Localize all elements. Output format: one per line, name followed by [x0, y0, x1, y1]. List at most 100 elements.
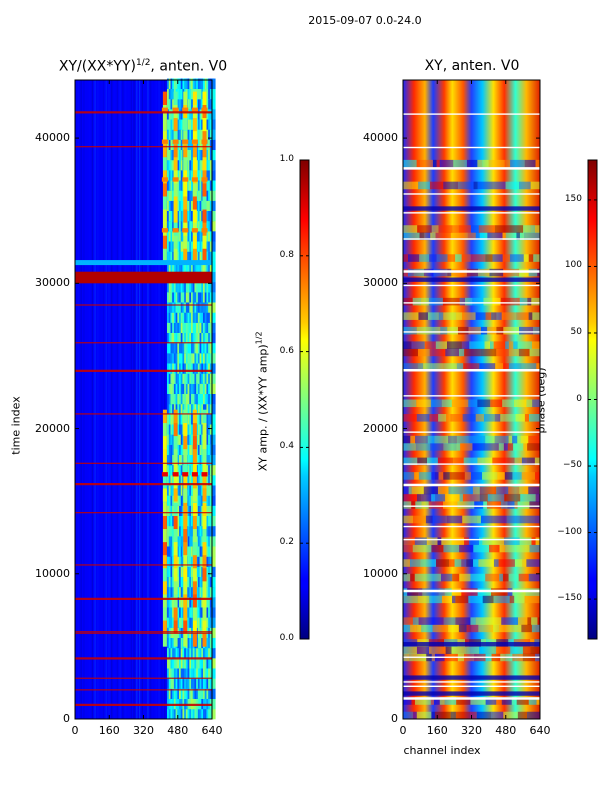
panel2-noise-cell: [535, 624, 540, 633]
panel1-channel-streak: [136, 80, 138, 719]
panel1-bright-column: [183, 541, 188, 556]
panel2-noise-cell: [460, 443, 473, 451]
panel2-noise-cell: [408, 486, 412, 495]
panel2-dark-band: [403, 691, 540, 696]
panel2-noise-cell: [439, 159, 454, 168]
panel2-noise-cell: [512, 472, 522, 480]
panel2-noise-cell: [443, 181, 458, 190]
panel1-red-row: [75, 512, 212, 514]
panel1-bright-column: [202, 235, 207, 249]
panel2-noise-cell: [535, 159, 540, 168]
panel1-cell: [211, 464, 216, 476]
panel2-noise-cell: [527, 617, 532, 625]
panel1-cell: [211, 149, 216, 161]
panel1-cell: [211, 678, 216, 689]
panel2-noise-cell: [471, 624, 479, 633]
colorbar2-tick-label: 50: [570, 326, 582, 337]
panel1-bright-column: [162, 488, 167, 502]
panel1-bright-column: [192, 567, 197, 582]
panel1-bright-column: [202, 156, 207, 171]
panel2-noise-cell: [403, 341, 412, 349]
panel2-noise-cell: [445, 493, 460, 502]
panel1-bright-column: [202, 581, 207, 595]
panel1-bright-column: [173, 541, 178, 556]
panel2-noise-cell: [528, 697, 537, 705]
panel2-noise-cell: [455, 617, 471, 625]
panel2-noise-cell: [529, 493, 536, 502]
panel2-noise-cell: [502, 399, 514, 408]
panel1-bright-column: [202, 515, 207, 530]
panel2-noise-cell: [499, 624, 512, 633]
panel2-noise-cell: [440, 326, 448, 335]
panel1-bright-column: [173, 248, 178, 262]
panel2-noise-cell: [534, 515, 540, 524]
panel1-cell: [211, 200, 216, 212]
panel1-peak: [172, 107, 179, 112]
panel1-red-row: [75, 564, 212, 566]
panel1-bright-column: [162, 130, 167, 145]
panel2-noise-cell: [479, 646, 497, 654]
panel2-noise-cell: [479, 493, 488, 502]
panel2-white-row: [403, 331, 540, 333]
panel2-noise-cell: [513, 399, 527, 408]
panel1-bright-column: [162, 607, 167, 621]
panel2-noise-cell: [462, 312, 476, 320]
panel2-noise-cell: [431, 544, 444, 553]
panel1-peak: [172, 472, 179, 477]
panel2-noise-cell: [403, 486, 409, 495]
panel1-cell: [211, 332, 216, 344]
colorbar2-tick-label: 0: [576, 393, 582, 404]
panel1-peak: [161, 107, 168, 112]
panel2-noise-cell: [465, 297, 473, 306]
panel1-peak: [182, 107, 189, 112]
panel1-title: XY/(XX*YY)1/2, anten. V0: [43, 58, 243, 75]
panel2-noise-cell: [419, 232, 425, 241]
panel2-noise-cell: [527, 457, 535, 466]
panel1-cell: [211, 515, 216, 527]
panel2-noise-cell: [500, 414, 516, 422]
panel2-noise-cell: [440, 573, 453, 582]
panel1-xtick-label: 640: [201, 724, 223, 737]
colorbar1-tick-label: 0.4: [279, 441, 294, 452]
panel2-noise-cell: [441, 595, 452, 604]
panel2-noise-cell: [472, 443, 486, 451]
panel2-noise-cell: [430, 363, 444, 371]
panel2-noise-cell: [438, 225, 453, 233]
panel2-noise-cell: [475, 617, 492, 625]
panel2-white-row: [403, 238, 540, 240]
panel2-noise-cell: [432, 624, 449, 633]
panel1-channel-streak: [111, 80, 113, 719]
panel2-noise-cell: [441, 399, 452, 408]
panel1-cell: [211, 424, 216, 435]
panel2-noise-cell: [453, 457, 464, 466]
panel2-noise-cell: [462, 486, 473, 495]
panel2-white-row: [403, 395, 540, 397]
panel2-noise-cell: [509, 225, 524, 233]
panel2-white-row: [403, 193, 540, 195]
panel2-noise-cell: [516, 697, 529, 705]
panel2-noise-cell: [403, 573, 411, 582]
panel2-noise-cell: [482, 595, 494, 604]
panel1-xtick-label: 0: [71, 724, 79, 737]
panel2-noise-cell: [531, 537, 536, 546]
panel2-noise-cell: [419, 254, 430, 262]
panel1-channel-streak: [108, 80, 110, 719]
panel2-noise-cell: [445, 348, 459, 357]
panel1-bright-column: [162, 502, 167, 516]
panel2-noise-cell: [515, 414, 525, 422]
panel1-channel-streak: [80, 80, 82, 719]
panel2-noise-cell: [474, 501, 484, 509]
panel2-noise-cell: [403, 501, 412, 509]
panel2-noise-cell: [470, 711, 477, 720]
panel1-bright-column: [192, 143, 197, 158]
panel2-noise-cell: [451, 537, 465, 546]
panel2-noise-cell: [468, 435, 486, 444]
panel1-bright-column: [192, 594, 197, 608]
panel1-bright-column: [202, 183, 207, 197]
panel1-peak: [201, 472, 208, 477]
panel1-bright-column: [192, 607, 197, 621]
panel2-noise-cell: [505, 232, 517, 241]
panel2-noise-cell: [423, 486, 438, 495]
panel2-noise-cell: [418, 181, 430, 190]
panel2-noise-cell: [519, 486, 529, 495]
